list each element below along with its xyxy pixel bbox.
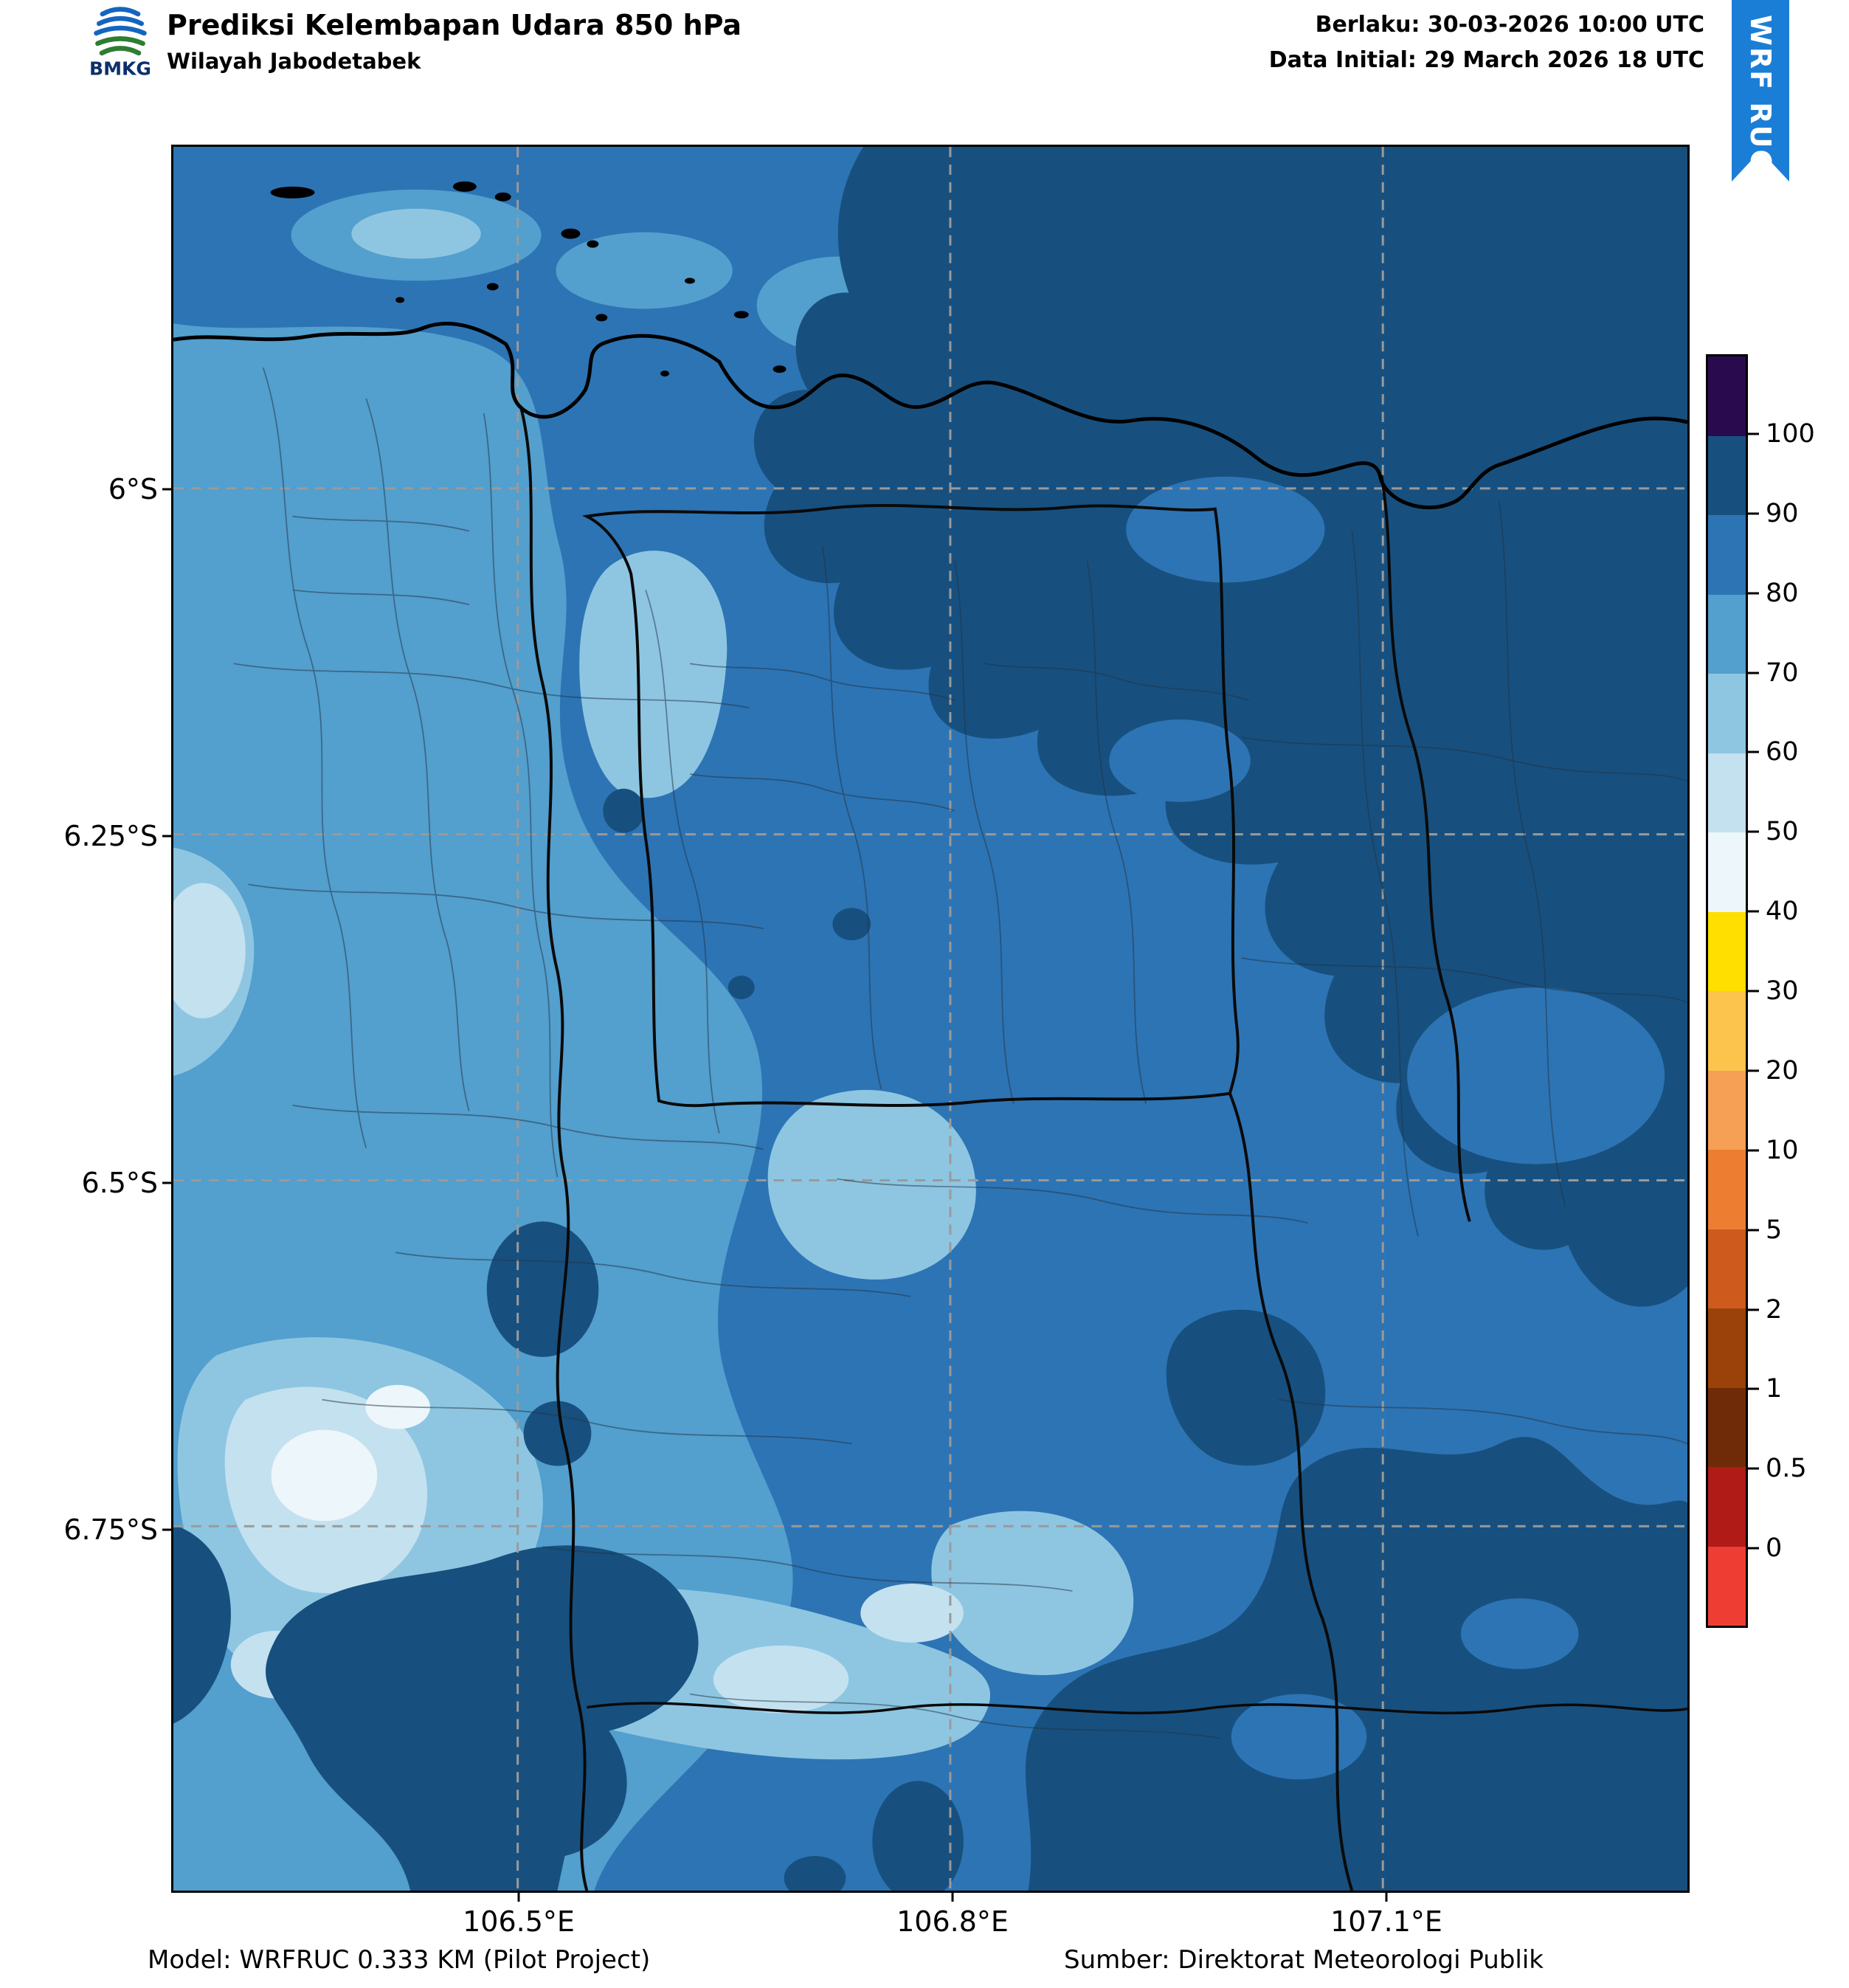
- colorbar-tick-label: 1: [1766, 1374, 1783, 1404]
- colorbar-segment: [1708, 753, 1746, 832]
- lon-tick-mark: [517, 1893, 520, 1902]
- colorbar-tick-mark: [1748, 750, 1759, 753]
- bmkg-logo-text: BMKG: [89, 58, 151, 80]
- bmkg-logo-graphic: BMKG: [89, 7, 151, 80]
- lat-tick-mark: [162, 1528, 171, 1531]
- lat-tick-mark: [162, 488, 171, 491]
- colorbar-tick-label: 50: [1766, 817, 1799, 847]
- colorbar-segment: [1708, 1308, 1746, 1388]
- colorbar-segment: [1708, 1229, 1746, 1308]
- lon-tick-label: 106.5°E: [463, 1905, 575, 1938]
- colorbar-tick-mark: [1748, 1229, 1759, 1232]
- colorbar-tick-label: 40: [1766, 897, 1799, 927]
- colorbar-tick-mark: [1748, 910, 1759, 913]
- lat-tick-mark: [162, 835, 171, 838]
- page-subtitle: Wilayah Jabodetabek: [167, 49, 421, 74]
- colorbar-tick-label: 100: [1766, 418, 1815, 449]
- colorbar-tick-mark: [1748, 1547, 1759, 1550]
- colorbar-tick-mark: [1748, 672, 1759, 674]
- colorbar-tick-mark: [1748, 512, 1759, 515]
- colorbar-segment: [1708, 1150, 1746, 1229]
- graticule: [173, 147, 1687, 1891]
- colorbar-segment: [1708, 674, 1746, 753]
- lat-tick-label: 6.5°S: [81, 1167, 158, 1199]
- colorbar-segment: [1708, 1467, 1746, 1547]
- lat-tick-label: 6.25°S: [63, 820, 158, 852]
- page-title: Prediksi Kelembapan Udara 850 hPa: [167, 9, 742, 41]
- valid-time-text: Berlaku: 30-03-2026 10:00 UTC: [1315, 12, 1704, 38]
- lon-tick-mark: [1385, 1893, 1388, 1902]
- logo-blue-waves: [94, 7, 147, 36]
- colorbar-tick-label: 90: [1766, 498, 1799, 528]
- colorbar-tick-label: 70: [1766, 658, 1799, 688]
- colorbar-tick-mark: [1748, 1069, 1759, 1072]
- colorbar-tick-label: 0.5: [1766, 1454, 1807, 1484]
- colorbar-tick-label: 60: [1766, 737, 1799, 767]
- rh-80-90-inner-patches: [877, 476, 1665, 1780]
- colorbar-tick-label: 2: [1766, 1294, 1783, 1325]
- colorbar-segment: [1708, 435, 1746, 515]
- footer-source-text: Sumber: Direktorat Meteorologi Publik: [1064, 1945, 1544, 1975]
- colorbar-segment: [1708, 515, 1746, 595]
- colorbar-segment: [1708, 832, 1746, 912]
- colorbar-tick-mark: [1748, 1149, 1759, 1152]
- wrf-ruc-ribbon: WRF RUC: [1732, 0, 1789, 182]
- colorbar-tick-label: 5: [1766, 1215, 1783, 1245]
- footer-model-text: Model: WRFRUC 0.333 KM (Pilot Project): [148, 1945, 651, 1975]
- colorbar-segment: [1708, 1387, 1746, 1467]
- colorbar-segment: [1708, 991, 1746, 1071]
- colorbar-tick-mark: [1748, 1308, 1759, 1311]
- colorbar-tick-label: 30: [1766, 976, 1799, 1006]
- colorbar-tick-label: 20: [1766, 1055, 1799, 1086]
- colorbar-segment: [1708, 594, 1746, 674]
- coastline: [173, 322, 1687, 510]
- colorbar-tick-mark: [1748, 1467, 1759, 1470]
- colorbar-tick-mark: [1748, 592, 1759, 595]
- colorbar-segment: [1708, 911, 1746, 991]
- lat-tick-label: 6°S: [108, 473, 158, 505]
- district-boundaries: [233, 367, 1687, 1739]
- logo-green-waves: [95, 36, 145, 56]
- lon-tick-mark: [951, 1893, 954, 1902]
- colorbar-tick-label: 80: [1766, 578, 1799, 608]
- colorbar-tick-mark: [1748, 432, 1759, 435]
- islands: [270, 181, 787, 377]
- humidity-map-canvas: [173, 147, 1687, 1891]
- lon-tick-label: 107.1°E: [1330, 1905, 1442, 1938]
- colorbar-tick-label: 0: [1766, 1533, 1783, 1564]
- bmkg-logo: BMKG: [86, 4, 155, 81]
- province-boundaries: [519, 405, 1687, 1891]
- map-frame: [171, 145, 1690, 1893]
- lat-tick-label: 6.75°S: [63, 1514, 158, 1546]
- lon-tick-label: 106.8°E: [896, 1905, 1009, 1938]
- colorbar-tick-mark: [1748, 1387, 1759, 1390]
- colorbar-segment: [1708, 1546, 1746, 1626]
- colorbar-segment: [1708, 1070, 1746, 1150]
- initial-time-text: Data Initial: 29 March 2026 18 UTC: [1268, 47, 1704, 73]
- ribbon-label: WRF RUC: [1744, 15, 1777, 172]
- colorbar-segment: [1708, 356, 1746, 436]
- colorbar-tick-mark: [1748, 990, 1759, 993]
- lat-tick-mark: [162, 1181, 171, 1184]
- colorbar-tick-mark: [1748, 830, 1759, 833]
- colorbar: [1706, 354, 1748, 1628]
- colorbar-tick-label: 10: [1766, 1135, 1799, 1165]
